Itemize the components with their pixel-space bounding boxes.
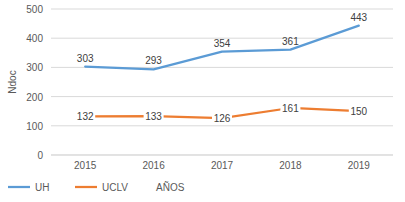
y-tick-label: 300	[26, 62, 43, 73]
data-label: 132	[77, 111, 94, 122]
y-tick-label: 200	[26, 92, 43, 103]
data-label: 126	[214, 113, 231, 124]
legend-label: UH	[35, 182, 49, 193]
data-label: 161	[282, 103, 299, 114]
data-label: 354	[214, 38, 231, 49]
chart-container: 0 100 200 300 400 500 2015 2016 2017 2018 2019 Ndoc…	[0, 0, 405, 202]
x-tick-label: 2018	[279, 160, 302, 171]
grid-line	[51, 125, 393, 126]
grid-line	[51, 155, 393, 156]
legend-swatch	[8, 186, 30, 188]
data-label: 133	[145, 111, 162, 122]
x-tick-label: 2016	[142, 160, 165, 171]
chart: 0 100 200 300 400 500 2015 2016 2017 2018 2019 Ndoc…	[0, 0, 405, 202]
label-bg	[280, 102, 300, 114]
label-bg	[349, 105, 369, 117]
x-axis-label: AÑOS	[156, 181, 185, 193]
data-label: 361	[282, 36, 299, 47]
series-line	[85, 26, 359, 70]
y-tick-label: 100	[26, 121, 43, 132]
y-axis-label: Ndoc	[7, 70, 18, 93]
legend-swatch	[75, 186, 97, 188]
x-axis-line	[51, 155, 393, 156]
data-label: 293	[145, 55, 162, 66]
label-bg	[75, 110, 95, 122]
y-tick-label: 0	[37, 150, 43, 161]
data-label: 150	[350, 106, 367, 117]
y-tick-label: 400	[26, 33, 43, 44]
data-label: 303	[77, 53, 94, 64]
label-bg	[144, 110, 164, 122]
grid-line	[51, 9, 393, 10]
x-tick-label: 2019	[348, 160, 371, 171]
x-tick-label: 2017	[211, 160, 234, 171]
legend-label: UCLV	[102, 182, 128, 193]
label-bg	[212, 112, 232, 124]
lines	[85, 26, 359, 119]
grid-line	[51, 96, 393, 97]
data-label: 443	[350, 12, 367, 23]
x-tick-label: 2015	[74, 160, 97, 171]
y-tick-label: 500	[26, 4, 43, 15]
